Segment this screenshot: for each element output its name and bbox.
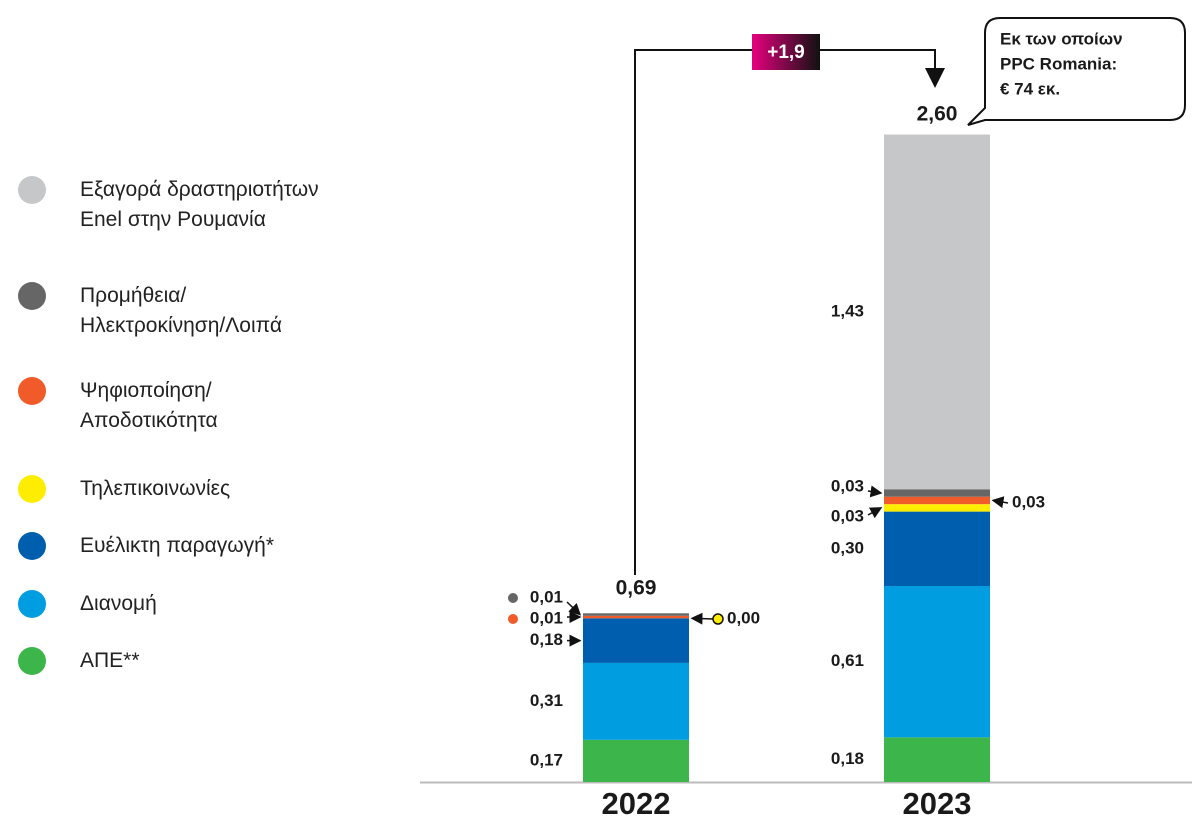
legend-swatch <box>18 532 46 560</box>
bar-segment <box>884 496 990 505</box>
total-label: 2,60 <box>917 103 958 126</box>
legend-swatch <box>18 282 46 310</box>
legend-swatch <box>18 377 46 405</box>
value-label: 0,00 <box>727 608 760 627</box>
label-dot <box>712 613 724 625</box>
legend-item: ΑΠΕ** <box>18 646 420 676</box>
legend-swatch <box>18 475 46 503</box>
legend-label: ΑΠΕ** <box>80 649 140 672</box>
delta-label: +1,9 <box>767 42 805 63</box>
value-label: 0,30 <box>831 538 864 557</box>
label-arrow <box>690 612 714 625</box>
bar-segment <box>884 737 990 782</box>
legend-label: Ψηφιοποίηση/ Αποδοτικότητα <box>80 379 218 432</box>
value-label: 0,01 <box>530 608 563 627</box>
legend-swatch <box>18 590 46 618</box>
legend-item: Προμήθεια/ Ηλεκτροκίνηση/Λοιπά <box>18 281 420 341</box>
bar-segment <box>884 134 990 490</box>
x-tick-label: 2023 <box>903 786 972 821</box>
value-label: 0,18 <box>530 630 563 649</box>
bar-segment <box>583 613 689 616</box>
bar-segment <box>583 662 689 740</box>
bar-segment <box>583 615 689 619</box>
label-arrow <box>991 496 1009 509</box>
label-arrow <box>867 507 883 519</box>
legend-item: Εξαγορά δραστηριοτήτων Enel στην Ρουμανί… <box>18 175 420 235</box>
bar-segment <box>583 739 689 782</box>
annotation: PPC Romania: <box>1000 54 1117 73</box>
value-label: 0,17 <box>530 750 563 769</box>
delta-box <box>752 34 820 70</box>
bar-segment <box>884 586 990 738</box>
bar-segment <box>583 618 689 663</box>
value-label: 0,01 <box>530 587 563 606</box>
label-arrow <box>867 485 883 498</box>
bar-segment <box>884 511 990 587</box>
value-label: 0,03 <box>831 506 864 525</box>
legend-swatch <box>18 176 46 204</box>
value-label: 0,61 <box>831 651 864 670</box>
callout <box>967 17 1186 126</box>
legend-swatch <box>18 647 46 675</box>
value-label: 1,43 <box>831 301 864 320</box>
bar-segment <box>884 504 990 512</box>
value-label: 0,03 <box>1012 492 1045 511</box>
value-label: 0,31 <box>530 691 563 710</box>
legend-item: Τηλεπικοινωνίες <box>18 474 420 504</box>
label-dot <box>508 614 518 624</box>
bar-segment <box>884 489 990 497</box>
annotation: € 74 εκ. <box>1000 79 1060 98</box>
legend-label: Ευέλικτη παραγωγή* <box>80 534 274 557</box>
legend-label: Διανομή <box>80 592 157 615</box>
annotation: Εκ των οποίων <box>1000 29 1123 48</box>
label-dot <box>508 593 518 603</box>
legend-label: Προμήθεια/ Ηλεκτροκίνηση/Λοιπά <box>80 284 282 337</box>
legend-item: Ευέλικτη παραγωγή* <box>18 531 420 561</box>
legend-item: Ψηφιοποίηση/ Αποδοτικότητα <box>18 376 420 436</box>
total-label: 0,69 <box>616 576 657 599</box>
label-arrow <box>566 601 582 616</box>
value-label: 0,03 <box>831 476 864 495</box>
x-tick-label: 2022 <box>602 786 671 821</box>
legend-label: Τηλεπικοινωνίες <box>80 477 231 500</box>
value-label: 0,18 <box>831 749 864 768</box>
legend-item: Διανομή <box>18 589 420 619</box>
legend-label: Εξαγορά δραστηριοτήτων Enel στην Ρουμανί… <box>80 178 319 231</box>
